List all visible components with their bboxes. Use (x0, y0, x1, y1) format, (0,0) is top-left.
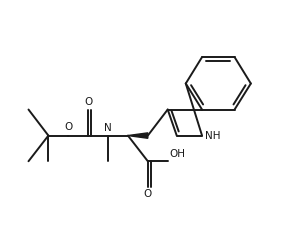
Text: O: O (144, 189, 152, 199)
Polygon shape (128, 133, 148, 138)
Text: NH: NH (205, 130, 220, 141)
Text: O: O (64, 122, 72, 132)
Text: N: N (104, 123, 112, 133)
Text: OH: OH (169, 150, 185, 159)
Text: O: O (84, 97, 92, 107)
